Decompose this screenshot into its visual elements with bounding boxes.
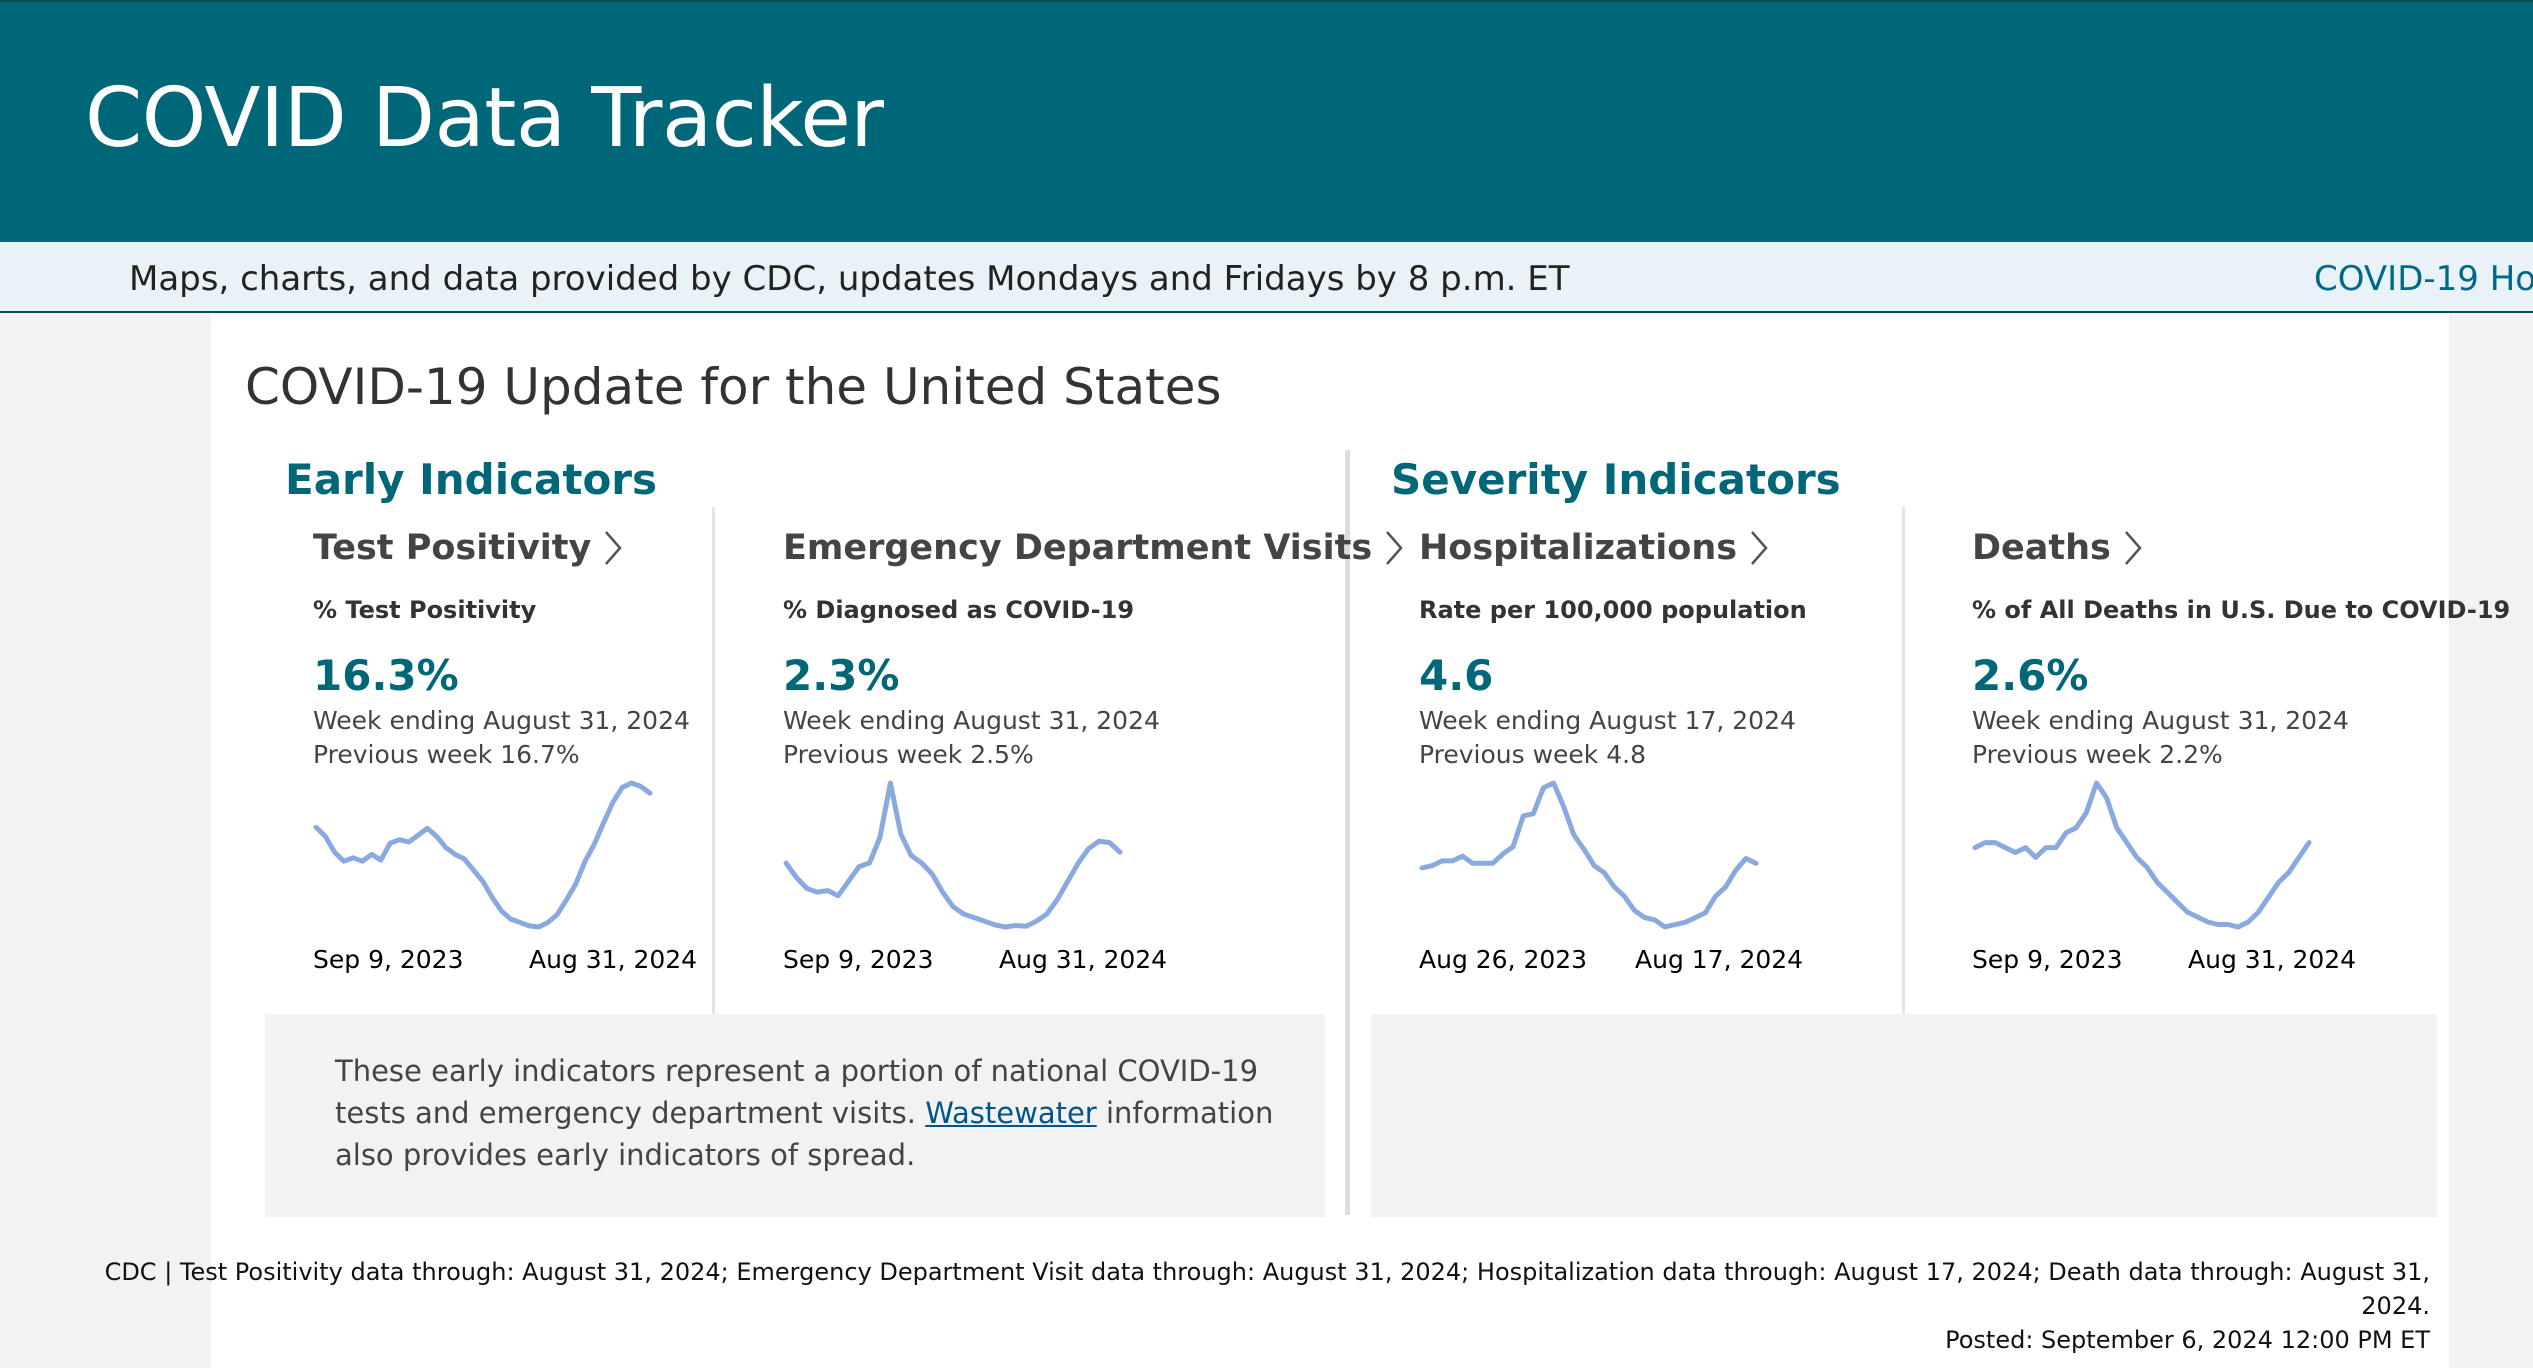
metric-subtitle: % Test Positivity: [313, 596, 537, 624]
sparkline-start-date: Aug 26, 2023: [1419, 945, 1588, 974]
early-indicators-note: These early indicators represent a porti…: [265, 1014, 1325, 1217]
metric-subtitle: % Diagnosed as COVID-19: [783, 596, 1135, 624]
metric-week: Week ending August 17, 2024: [1419, 706, 1796, 735]
metric-value: 4.6: [1419, 651, 1494, 700]
metric-previous-week: Previous week 16.7%: [313, 740, 580, 769]
metric-subtitle: % of All Deaths in U.S. Due to COVID-19: [1972, 596, 2511, 624]
wastewater-link[interactable]: Wastewater: [925, 1096, 1097, 1130]
sparkline-series: [1972, 780, 2312, 930]
sparkline-end-date: Aug 17, 2024: [1635, 945, 1804, 974]
severity-indicators-heading: Severity Indicators: [1391, 455, 1841, 504]
metric-subtitle: Rate per 100,000 population: [1419, 596, 1807, 624]
sparkline-start-date: Sep 9, 2023: [1972, 945, 2123, 974]
note-text: These early indicators represent a porti…: [335, 1050, 1295, 1176]
metric-previous-week: Previous week 2.5%: [783, 740, 1034, 769]
metric-title: Test Positivity: [313, 528, 592, 568]
metric-value: 16.3%: [313, 651, 459, 700]
site-header: COVID Data Tracker: [0, 0, 2533, 242]
note-text-before: These early indicators represent a porti…: [335, 1054, 1259, 1130]
emergency-department-sparkline: [783, 780, 1123, 930]
test-positivity-sparkline: [313, 780, 653, 930]
page-title: COVID-19 Update for the United States: [245, 358, 1222, 416]
hospitalizations-sparkline: [1419, 780, 1759, 930]
metric-value: 2.3%: [783, 651, 900, 700]
metric-week: Week ending August 31, 2024: [313, 706, 690, 735]
posted-date: Posted: September 6, 2024 12:00 PM ET: [1945, 1326, 2430, 1354]
sparkline-series: [313, 780, 653, 930]
chevron-right-icon: [2124, 531, 2142, 565]
emergency-department-visits-link[interactable]: Emergency Department Visits: [783, 528, 1404, 568]
severity-note-box: [1371, 1014, 2437, 1217]
metric-week: Week ending August 31, 2024: [1972, 706, 2349, 735]
note-text-after: information also provides early indicato…: [335, 1096, 1274, 1172]
metric-divider: [712, 507, 715, 1015]
covid-home-link[interactable]: COVID-19 Hor: [2314, 259, 2533, 299]
metric-previous-week: Previous week 2.2%: [1972, 740, 2223, 769]
deaths-link[interactable]: Deaths: [1972, 528, 2143, 568]
chevron-right-icon: [605, 531, 622, 565]
metric-title: Hospitalizations: [1419, 528, 1738, 568]
metric-title: Emergency Department Visits: [783, 528, 1373, 568]
sparkline-end-date: Aug 31, 2024: [529, 945, 698, 974]
data-source-line-end: 2024.: [2361, 1292, 2430, 1320]
sparkline-start-date: Sep 9, 2023: [313, 945, 464, 974]
sparkline-series: [783, 780, 1123, 930]
metric-week: Week ending August 31, 2024: [783, 706, 1160, 735]
group-divider: [1345, 450, 1350, 1215]
sparkline-start-date: Sep 9, 2023: [783, 945, 934, 974]
sparkline-end-date: Aug 31, 2024: [999, 945, 1168, 974]
metric-previous-week: Previous week 4.8: [1419, 740, 1646, 769]
test-positivity-link[interactable]: Test Positivity: [313, 528, 623, 568]
sparkline-end-date: Aug 31, 2024: [2188, 945, 2357, 974]
metric-value: 2.6%: [1972, 651, 2089, 700]
chevron-right-icon: [1386, 531, 1403, 565]
metric-divider: [1902, 507, 1905, 1015]
chevron-right-icon: [1751, 531, 1768, 565]
sparkline-series: [1419, 780, 1759, 930]
metric-title: Deaths: [1972, 528, 2111, 568]
data-source-line: CDC | Test Positivity data through: Augu…: [104, 1258, 2430, 1286]
early-indicators-heading: Early Indicators: [285, 455, 658, 504]
hospitalizations-link[interactable]: Hospitalizations: [1419, 528, 1769, 568]
subheader-bar: Maps, charts, and data provided by CDC, …: [0, 242, 2533, 313]
update-schedule-text: Maps, charts, and data provided by CDC, …: [129, 259, 1570, 299]
deaths-sparkline: [1972, 780, 2312, 930]
site-title[interactable]: COVID Data Tracker: [85, 71, 884, 166]
